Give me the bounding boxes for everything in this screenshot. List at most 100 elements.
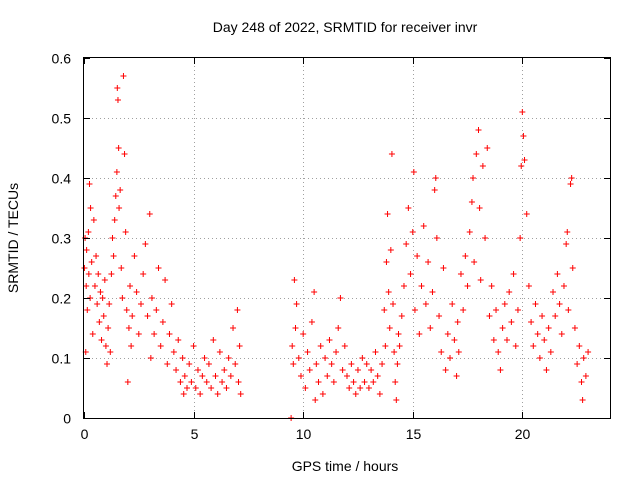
data-points (81, 73, 592, 421)
data-point (94, 301, 101, 307)
x-tick-label: 5 (191, 426, 199, 442)
data-point (385, 289, 392, 295)
data-point (392, 379, 399, 385)
data-point (357, 385, 364, 391)
data-point (431, 187, 438, 193)
data-point (521, 157, 528, 163)
data-point (101, 277, 108, 283)
data-point (290, 361, 297, 367)
y-axis-label: SRMTID / TECUs (5, 183, 21, 293)
data-point (311, 289, 318, 295)
data-point (170, 349, 177, 355)
data-point (447, 355, 454, 361)
data-point (99, 295, 106, 301)
data-point (479, 163, 486, 169)
data-point (563, 241, 570, 247)
data-point (365, 385, 372, 391)
data-point (568, 175, 575, 181)
data-point (120, 73, 127, 79)
data-point (514, 307, 521, 313)
data-point (558, 331, 565, 337)
data-point (91, 283, 98, 289)
axis-ticks: 0 5 10 15 20 0 0.1 0.2 0.3 0.4 0.5 0.6 (52, 51, 610, 442)
data-point (582, 373, 589, 379)
data-point (292, 325, 299, 331)
x-tick-label: 20 (515, 426, 531, 442)
data-point (106, 301, 113, 307)
data-point (112, 193, 119, 199)
data-point (111, 217, 118, 223)
data-point (354, 367, 361, 373)
data-point (368, 367, 375, 373)
data-point (100, 313, 107, 319)
data-point (395, 331, 402, 337)
data-point (312, 397, 319, 403)
data-point (547, 349, 554, 355)
data-point (495, 349, 502, 355)
data-point (490, 337, 497, 343)
data-point (440, 265, 447, 271)
data-point (324, 373, 331, 379)
data-point (104, 361, 111, 367)
x-tick-label: 10 (296, 426, 312, 442)
data-point (564, 229, 571, 235)
data-point (110, 253, 117, 259)
data-point (410, 169, 417, 175)
data-point (313, 361, 320, 367)
data-point (180, 391, 187, 397)
data-point (162, 277, 169, 283)
data-point (497, 367, 504, 373)
data-point (88, 259, 95, 265)
data-point (208, 385, 215, 391)
data-point (387, 247, 394, 253)
data-point (155, 265, 162, 271)
data-point (142, 241, 149, 247)
data-point (390, 301, 397, 307)
data-point (322, 355, 329, 361)
x-axis-label: GPS time / hours (292, 458, 399, 474)
data-point (499, 325, 506, 331)
data-point (396, 343, 403, 349)
data-point (190, 343, 197, 349)
data-point (295, 355, 302, 361)
data-point (133, 289, 140, 295)
data-point (227, 373, 234, 379)
data-point (166, 331, 173, 337)
y-tick-label: 0.3 (52, 231, 72, 247)
data-point (384, 211, 391, 217)
data-point (379, 361, 386, 367)
data-point (96, 319, 103, 325)
data-point (425, 259, 432, 265)
data-point (449, 301, 456, 307)
data-point (83, 283, 90, 289)
x-tick-label: 0 (81, 426, 89, 442)
data-point (541, 337, 548, 343)
data-point (157, 343, 164, 349)
y-tick-label: 0.6 (52, 51, 72, 67)
data-point (219, 379, 226, 385)
data-point (466, 229, 473, 235)
data-point (359, 355, 366, 361)
data-point (221, 367, 228, 373)
data-point (482, 235, 489, 241)
data-point (105, 325, 112, 331)
data-point (585, 349, 592, 355)
data-point (383, 259, 390, 265)
data-point (361, 379, 368, 385)
data-point (148, 295, 155, 301)
data-point (339, 367, 346, 373)
data-point (477, 277, 484, 283)
data-point (554, 271, 561, 277)
data-point (567, 181, 574, 187)
data-point (528, 319, 535, 325)
chart-title: Day 248 of 2022, SRMTID for receiver inv… (213, 19, 478, 35)
data-point (317, 343, 324, 349)
data-point (418, 283, 425, 289)
x-tick-label: 15 (406, 426, 422, 442)
data-point (214, 391, 221, 397)
data-point (394, 361, 401, 367)
data-point (315, 379, 322, 385)
data-point (574, 361, 581, 367)
data-point (530, 343, 537, 349)
data-point (363, 361, 370, 367)
